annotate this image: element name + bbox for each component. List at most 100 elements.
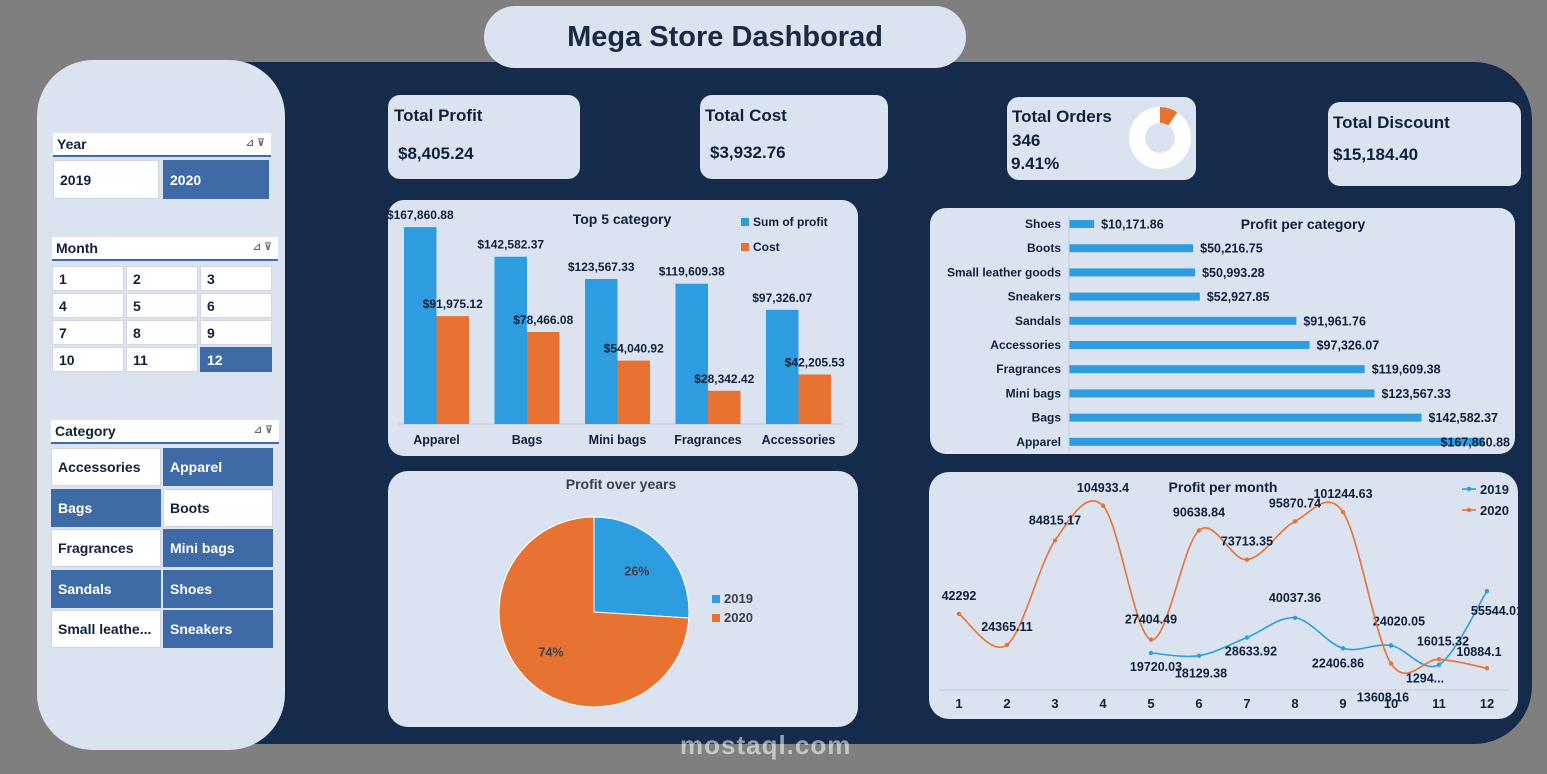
- data-label: $119,609.38: [1372, 363, 1441, 377]
- bar-profit: [1069, 341, 1310, 349]
- total-profit-label: Total Profit: [394, 106, 483, 125]
- total-discount-label: Total Discount: [1333, 113, 1450, 132]
- y-tick-label: Fragrances: [996, 362, 1061, 376]
- month-option-6[interactable]: 6: [200, 293, 272, 318]
- data-label-2020: 13608.16: [1357, 690, 1409, 704]
- x-tick-label: Mini bags: [589, 433, 647, 447]
- data-label: $10,171.86: [1101, 218, 1164, 232]
- total-profit-card: Total Profit $8,405.24: [388, 95, 580, 179]
- bar-profit: [404, 227, 437, 424]
- clear-filter-icon[interactable]: ⊿ ⊽: [245, 138, 265, 149]
- clear-filter-icon[interactable]: ⊿ ⊽: [252, 242, 272, 253]
- orders-donut: [1129, 107, 1191, 169]
- legend-label-profit: Sum of profit: [753, 215, 828, 229]
- legend-swatch-profit: [741, 218, 749, 226]
- month-option-4[interactable]: 4: [52, 293, 124, 318]
- category-option-bags[interactable]: Bags: [51, 488, 161, 527]
- month-option-7[interactable]: 7: [52, 320, 124, 345]
- data-point-2020: [1052, 538, 1058, 543]
- data-point-2020: [1484, 666, 1490, 671]
- x-tick-label: 7: [1243, 696, 1250, 711]
- x-tick-label: 12: [1480, 696, 1494, 711]
- total-profit-value: $8,405.24: [398, 144, 474, 163]
- x-tick-label: Accessories: [762, 433, 836, 447]
- total-cost-label: Total Cost: [705, 106, 787, 125]
- data-point-2020: [1004, 642, 1010, 648]
- x-tick-label: Fragrances: [674, 433, 741, 447]
- data-label: $142,582.37: [1429, 411, 1499, 425]
- chart-title: Profit per category: [1241, 216, 1366, 232]
- month-option-9[interactable]: 9: [200, 320, 272, 345]
- category-option-boots[interactable]: Boots: [163, 488, 273, 527]
- data-label-profit: $119,609.38: [659, 265, 725, 279]
- data-label-profit: $123,567.33: [568, 260, 635, 274]
- year-option-2020[interactable]: 2020: [163, 160, 269, 199]
- data-label-2019: 24020.05: [1373, 615, 1425, 629]
- data-label-2019: 40037.36: [1269, 591, 1321, 605]
- y-tick-label: Bags: [1032, 411, 1062, 425]
- category-option-shoes[interactable]: Shoes: [163, 569, 273, 608]
- data-point-2020: [1196, 528, 1202, 533]
- bar-profit: [675, 283, 708, 424]
- chart-title: Profit over years: [566, 476, 677, 492]
- month-option-3[interactable]: 3: [200, 266, 272, 291]
- data-label-cost: $91,975.12: [423, 297, 483, 311]
- category-option-accessories[interactable]: Accessories: [51, 448, 161, 486]
- legend-label-2019: 2019: [1480, 482, 1509, 497]
- legend-swatch-2020: [712, 614, 720, 622]
- category-option-mini-bags[interactable]: Mini bags: [163, 529, 273, 567]
- data-label-cost: $54,040.92: [604, 342, 664, 356]
- data-label-2020: 101244.63: [1313, 487, 1372, 501]
- total-orders-percent: 9.41%: [1011, 154, 1060, 173]
- month-option-12[interactable]: 12: [200, 347, 272, 372]
- x-tick-label: 2: [1003, 696, 1010, 711]
- data-label-2020: 10884.1: [1456, 645, 1501, 659]
- bar-cost: [617, 360, 650, 424]
- legend-swatch-cost: [741, 243, 749, 251]
- clear-filter-icon[interactable]: ⊿ ⊽: [253, 425, 273, 436]
- month-option-8[interactable]: 8: [126, 320, 198, 345]
- data-label-profit: $142,582.37: [477, 238, 544, 252]
- year-option-2019[interactable]: 2019: [53, 160, 159, 199]
- month-option-5[interactable]: 5: [126, 293, 198, 318]
- category-slicer-title: Category: [55, 423, 116, 439]
- data-point-2019: [1292, 615, 1298, 621]
- profit-over-years-chart: Profit over years 26% 2019 74% 2020: [498, 476, 753, 708]
- legend-label-2020: 2020: [1480, 503, 1509, 518]
- pie-label: 74%: [539, 645, 564, 659]
- bar-profit: [1069, 389, 1375, 398]
- bar-profit: [585, 279, 618, 424]
- category-option-sandals[interactable]: Sandals: [51, 569, 161, 608]
- chart-title: Top 5 category: [573, 211, 672, 227]
- x-tick-label: Apparel: [413, 433, 460, 447]
- category-option-sneakers[interactable]: Sneakers: [163, 610, 273, 648]
- month-option-11[interactable]: 11: [126, 347, 198, 372]
- month-option-10[interactable]: 10: [52, 347, 124, 372]
- data-point-2019: [1436, 662, 1442, 667]
- bar-profit: [1069, 316, 1297, 325]
- data-label-2019: 18129.38: [1175, 667, 1227, 681]
- bar-profit: [1069, 437, 1484, 446]
- x-tick-label: 4: [1099, 696, 1107, 711]
- x-tick-label: 3: [1051, 696, 1058, 711]
- bar-profit: [766, 309, 799, 424]
- data-point-2019: [1244, 635, 1250, 640]
- category-option-small-leathe[interactable]: Small leathe...: [51, 610, 161, 648]
- bar-cost: [527, 331, 560, 424]
- data-label-2020: 73713.35: [1221, 535, 1273, 549]
- bar-profit: [1069, 244, 1194, 253]
- data-label: $91,961.76: [1303, 314, 1366, 328]
- data-point-2020: [1436, 657, 1442, 662]
- category-option-fragrances[interactable]: Fragrances: [51, 529, 161, 567]
- chart-title: Profit per month: [1169, 479, 1278, 495]
- bar-cost: [798, 374, 831, 424]
- profit-per-month-card: Profit per month 1 2 3 4 5 6 7 8 9 10 11 12 19720.03 1…: [929, 472, 1523, 719]
- data-label-2020: 84815.17: [1029, 514, 1081, 528]
- month-option-1[interactable]: 1: [52, 266, 124, 291]
- category-slicer-header: Category ⊿ ⊽: [51, 420, 279, 444]
- category-option-apparel[interactable]: Apparel: [163, 448, 273, 486]
- top5-category-chart: Top 5 category Sum of profit Cost $167,860.…: [387, 208, 845, 447]
- data-point-2019: [1484, 588, 1490, 594]
- month-option-2[interactable]: 2: [126, 266, 198, 291]
